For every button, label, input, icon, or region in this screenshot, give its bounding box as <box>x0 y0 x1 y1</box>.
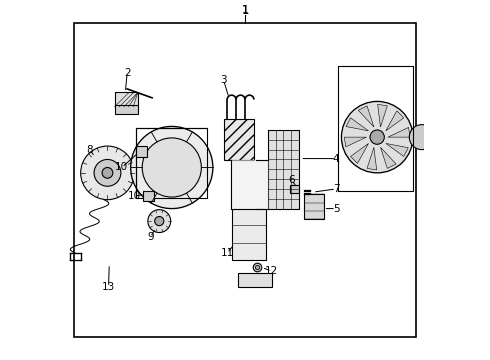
Circle shape <box>142 138 201 197</box>
Circle shape <box>148 210 171 233</box>
Bar <box>268 130 298 208</box>
Polygon shape <box>367 147 377 170</box>
Polygon shape <box>350 143 368 163</box>
Text: 1: 1 <box>241 4 249 17</box>
Text: 9: 9 <box>147 232 154 242</box>
Text: 3: 3 <box>220 75 227 85</box>
Text: 1: 1 <box>242 5 248 15</box>
Polygon shape <box>346 118 368 131</box>
Circle shape <box>81 146 134 200</box>
Polygon shape <box>231 160 268 208</box>
Polygon shape <box>388 127 410 137</box>
Text: 8: 8 <box>86 145 93 155</box>
Polygon shape <box>380 147 396 168</box>
Circle shape <box>155 216 164 226</box>
Text: 6: 6 <box>288 175 295 185</box>
Bar <box>136 146 147 157</box>
Text: 10: 10 <box>115 162 128 172</box>
Circle shape <box>102 167 113 178</box>
Polygon shape <box>386 111 404 131</box>
Text: 2: 2 <box>124 68 130 78</box>
Bar <box>74 23 416 337</box>
Text: 7: 7 <box>333 184 340 194</box>
Polygon shape <box>386 143 408 157</box>
Bar <box>223 119 254 160</box>
Bar <box>115 105 138 114</box>
Circle shape <box>94 159 121 186</box>
Circle shape <box>255 265 260 270</box>
Bar <box>136 128 207 198</box>
Bar <box>290 185 298 193</box>
Bar <box>115 93 138 107</box>
Text: 10: 10 <box>128 191 141 201</box>
Text: 13: 13 <box>102 282 115 292</box>
Circle shape <box>253 263 262 272</box>
Polygon shape <box>378 104 387 127</box>
Bar <box>238 273 272 287</box>
Bar <box>304 194 323 219</box>
Bar <box>232 208 267 260</box>
Text: 5: 5 <box>333 203 340 213</box>
Circle shape <box>409 125 434 150</box>
Polygon shape <box>358 106 374 127</box>
Text: 4: 4 <box>333 154 340 163</box>
Circle shape <box>131 126 213 208</box>
Polygon shape <box>344 137 367 147</box>
Circle shape <box>370 130 384 144</box>
Text: 11: 11 <box>220 248 234 258</box>
Text: 12: 12 <box>265 266 278 276</box>
Bar <box>143 191 154 202</box>
Circle shape <box>342 102 413 173</box>
